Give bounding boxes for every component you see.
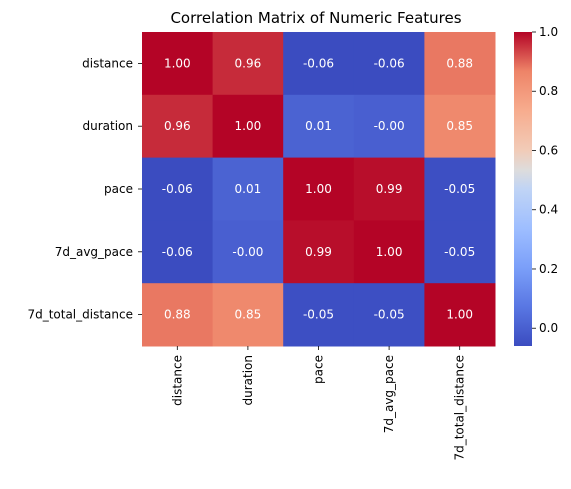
- x-tick-label: duration: [241, 355, 255, 406]
- colorbar-tick-label: 0.2: [539, 262, 558, 276]
- cell-value-label: -0.06: [303, 56, 334, 70]
- heatmap-cells: [142, 32, 496, 347]
- heatmap-cell: [353, 157, 425, 221]
- heatmap-cell: [353, 220, 425, 284]
- heatmap-cell: [142, 94, 214, 159]
- cell-value-label: 0.99: [305, 245, 332, 259]
- heatmap-cell: [424, 32, 496, 96]
- colorbar-tick-label: 0.6: [539, 143, 558, 157]
- colorbar-ticks: 0.0 0.2 0.4 0.6 0.8 1.0: [532, 25, 558, 335]
- x-tick-label: pace: [312, 355, 326, 384]
- cell-value-label: 0.99: [376, 182, 403, 196]
- heatmap-cell: [424, 94, 496, 159]
- heatmap-cell: [283, 220, 355, 284]
- cell-value-label: 1.00: [376, 245, 403, 259]
- cell-value-label: -0.05: [444, 182, 475, 196]
- heatmap-cell: [142, 32, 214, 96]
- heatmap-cell: [142, 157, 214, 221]
- cell-value-label: -0.06: [162, 182, 193, 196]
- y-axis-tick-labels: distance duration pace 7d_avg_pace 7d_total_…: [27, 56, 142, 322]
- cell-value-label: 0.85: [446, 119, 473, 133]
- heatmap-cell: [212, 94, 284, 159]
- cell-value-label: -0.05: [374, 308, 405, 322]
- cell-value-label: -0.00: [232, 245, 263, 259]
- cell-value-label: -0.05: [444, 245, 475, 259]
- colorbar-tick-label: 0.4: [539, 203, 558, 217]
- colorbar-tick-label: 0.8: [539, 84, 558, 98]
- cell-value-label: 0.96: [164, 119, 191, 133]
- x-axis-tick-labels: distance duration pace 7d_avg_pace 7d_total_…: [170, 346, 467, 461]
- cell-value-label: -0.06: [162, 245, 193, 259]
- heatmap-cell: [142, 220, 214, 284]
- heatmap-cell: [353, 32, 425, 96]
- y-tick-label: duration: [83, 119, 134, 133]
- cell-value-label: -0.05: [303, 308, 334, 322]
- heatmap-cell: [212, 220, 284, 284]
- y-tick-label: 7d_total_distance: [27, 308, 133, 322]
- cell-value-label: 1.00: [164, 56, 191, 70]
- cell-value-label: 0.88: [446, 56, 473, 70]
- heatmap-cell: [283, 283, 355, 347]
- cell-value-label: 1.00: [305, 182, 332, 196]
- x-tick-label: 7d_avg_pace: [382, 355, 396, 433]
- heatmap-cell: [424, 220, 496, 284]
- cell-value-label: -0.00: [374, 119, 405, 133]
- heatmap-cell: [283, 157, 355, 221]
- chart-title: Correlation Matrix of Numeric Features: [170, 9, 461, 27]
- cell-value-label: 1.00: [446, 308, 473, 322]
- heatmap-annotations: 1.00 0.96 -0.06 -0.06 0.88 0.96 1.00 0.01 -0.00 0…: [162, 56, 475, 321]
- colorbar: 0.0 0.2 0.4 0.6 0.8 1.0: [514, 25, 558, 346]
- heatmap-cell: [283, 32, 355, 96]
- y-tick-label: distance: [82, 56, 133, 70]
- cell-value-label: 0.96: [235, 56, 262, 70]
- cell-value-label: 0.01: [235, 182, 262, 196]
- x-tick-label: 7d_total_distance: [453, 355, 467, 461]
- cell-value-label: 1.00: [235, 119, 262, 133]
- cell-value-label: 0.88: [164, 308, 191, 322]
- heatmap-cell: [283, 94, 355, 159]
- heatmap-cell: [424, 283, 496, 347]
- y-tick-label: 7d_avg_pace: [55, 245, 133, 259]
- heatmap-cell: [212, 32, 284, 96]
- heatmap-cell: [212, 283, 284, 347]
- cell-value-label: 0.01: [305, 119, 332, 133]
- cell-value-label: 0.85: [235, 308, 262, 322]
- colorbar-tick-label: 1.0: [539, 25, 558, 39]
- y-tick-label: pace: [104, 182, 133, 196]
- colorbar-gradient: [514, 32, 532, 346]
- heatmap-cell: [142, 283, 214, 347]
- heatmap-cell: [424, 157, 496, 221]
- x-tick-label: distance: [170, 355, 184, 406]
- cell-value-label: -0.06: [374, 56, 405, 70]
- heatmap-cell: [212, 157, 284, 221]
- heatmap-cell: [353, 94, 425, 159]
- heatmap-cell: [353, 283, 425, 347]
- colorbar-tick-label: 0.0: [539, 321, 558, 335]
